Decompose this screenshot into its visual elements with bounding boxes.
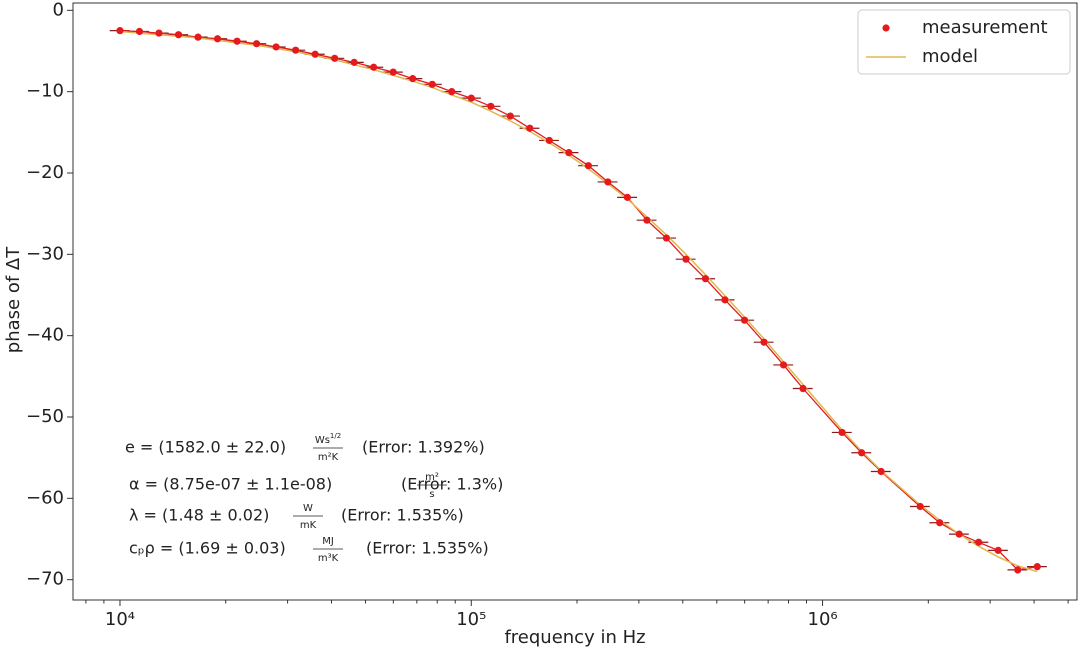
- y-tick-label: −50: [26, 406, 64, 427]
- measurement-point: [799, 384, 807, 393]
- measurement-point: [155, 29, 163, 37]
- measurement-point: [857, 449, 866, 457]
- legend-label: model: [922, 46, 978, 67]
- y-tick-label: −20: [26, 162, 64, 183]
- measurement-point: [331, 54, 339, 62]
- unit-num: Ws: [315, 435, 330, 446]
- measurement-point: [213, 35, 222, 43]
- measurement-point: [233, 37, 241, 45]
- measurement-point: [448, 88, 456, 96]
- x-tick-label: 10⁶: [808, 609, 838, 630]
- measurement-point: [487, 102, 495, 110]
- measurement-point: [1033, 563, 1041, 571]
- unit-num-sup: 1/2: [330, 432, 341, 440]
- measurement-point: [936, 519, 944, 527]
- measurement-point: [877, 467, 885, 476]
- y-tick-label: −70: [26, 569, 64, 590]
- measurement-point: [252, 40, 261, 48]
- plot-frame: [72, 2, 1078, 601]
- legend-label: measurement: [922, 17, 1048, 38]
- measurement-point: [721, 296, 729, 304]
- annotation-unit-num: MJ: [322, 536, 334, 547]
- measurement-point: [272, 43, 280, 51]
- measurement-point: [779, 361, 788, 369]
- x-tick-label: 10⁴: [105, 609, 135, 630]
- model-line: [119, 30, 1038, 573]
- annotation-error: (Error: 1.3%): [401, 475, 503, 494]
- y-axis-label: phase of ΔT: [3, 246, 24, 353]
- annotation-lead: λ = (1.48 ± 0.02): [129, 506, 269, 525]
- y-tick-label: 0: [53, 0, 64, 20]
- annotation-unit-den: mK: [300, 520, 317, 531]
- annotation-lead: cₚρ = (1.69 ± 0.03): [129, 539, 286, 558]
- measurement-point: [838, 428, 846, 437]
- annotation-lead: α = (8.75e-07 ± 1.1e-08): [129, 475, 332, 494]
- measurement-point: [292, 46, 300, 54]
- annotation-unit-den: s: [429, 489, 434, 500]
- measurement-point: [194, 33, 202, 41]
- measurement-point: [428, 80, 436, 88]
- annotation-error: (Error: 1.392%): [362, 438, 485, 457]
- measurement-point: [506, 112, 514, 120]
- measurement-point: [1014, 566, 1022, 574]
- measurement-point: [135, 27, 144, 36]
- measurement-line: [119, 30, 1038, 571]
- measurement-point: [740, 316, 749, 324]
- unit-num: m²: [425, 472, 439, 483]
- measurement-point: [682, 255, 690, 263]
- y-tick-label: −60: [26, 487, 64, 508]
- annotation-error: (Error: 1.535%): [366, 539, 489, 558]
- measurement-point: [389, 68, 397, 76]
- annotation-unit-den: m³K: [318, 553, 339, 564]
- y-tick-label: −30: [26, 243, 64, 264]
- y-tick-label: −40: [26, 325, 64, 346]
- measurement-point: [116, 27, 124, 35]
- measurement-point: [350, 58, 358, 66]
- measurement-point: [623, 193, 632, 201]
- annotation-unit-num: Ws1/2: [315, 432, 341, 446]
- y-tick-label: −10: [26, 81, 64, 102]
- measurement-point: [916, 502, 924, 511]
- measurement-point: [545, 136, 553, 145]
- unit-num: W: [303, 503, 313, 514]
- measurement-point: [370, 63, 378, 71]
- measurement-point: [662, 234, 671, 242]
- measurement-point: [701, 275, 710, 283]
- annotation-lead: e = (1582.0 ± 22.0): [125, 438, 286, 457]
- measurement-point: [760, 338, 768, 346]
- x-axis-label: frequency in Hz: [504, 627, 645, 648]
- measurement-point: [526, 124, 534, 132]
- annotation-error: (Error: 1.535%): [341, 506, 464, 525]
- annotation-unit-num: W: [303, 503, 313, 514]
- measurement-point: [994, 546, 1002, 554]
- annotation-unit-num: m²: [425, 472, 439, 483]
- measurement-point: [975, 538, 983, 546]
- measurement-point: [467, 94, 475, 102]
- x-tick-label: 10⁵: [456, 609, 486, 630]
- measurement-point: [604, 178, 612, 186]
- legend-marker: [882, 24, 890, 32]
- unit-num: MJ: [322, 536, 334, 547]
- measurement-point: [955, 530, 963, 538]
- annotation-unit-den: m²K: [318, 452, 339, 463]
- measurement-point: [565, 149, 573, 157]
- legend-box: [857, 9, 1071, 75]
- measurement-point: [584, 162, 592, 170]
- measurement-point: [311, 50, 319, 58]
- measurement-point: [409, 75, 417, 83]
- measurement-point: [643, 216, 651, 224]
- measurement-point: [174, 31, 183, 39]
